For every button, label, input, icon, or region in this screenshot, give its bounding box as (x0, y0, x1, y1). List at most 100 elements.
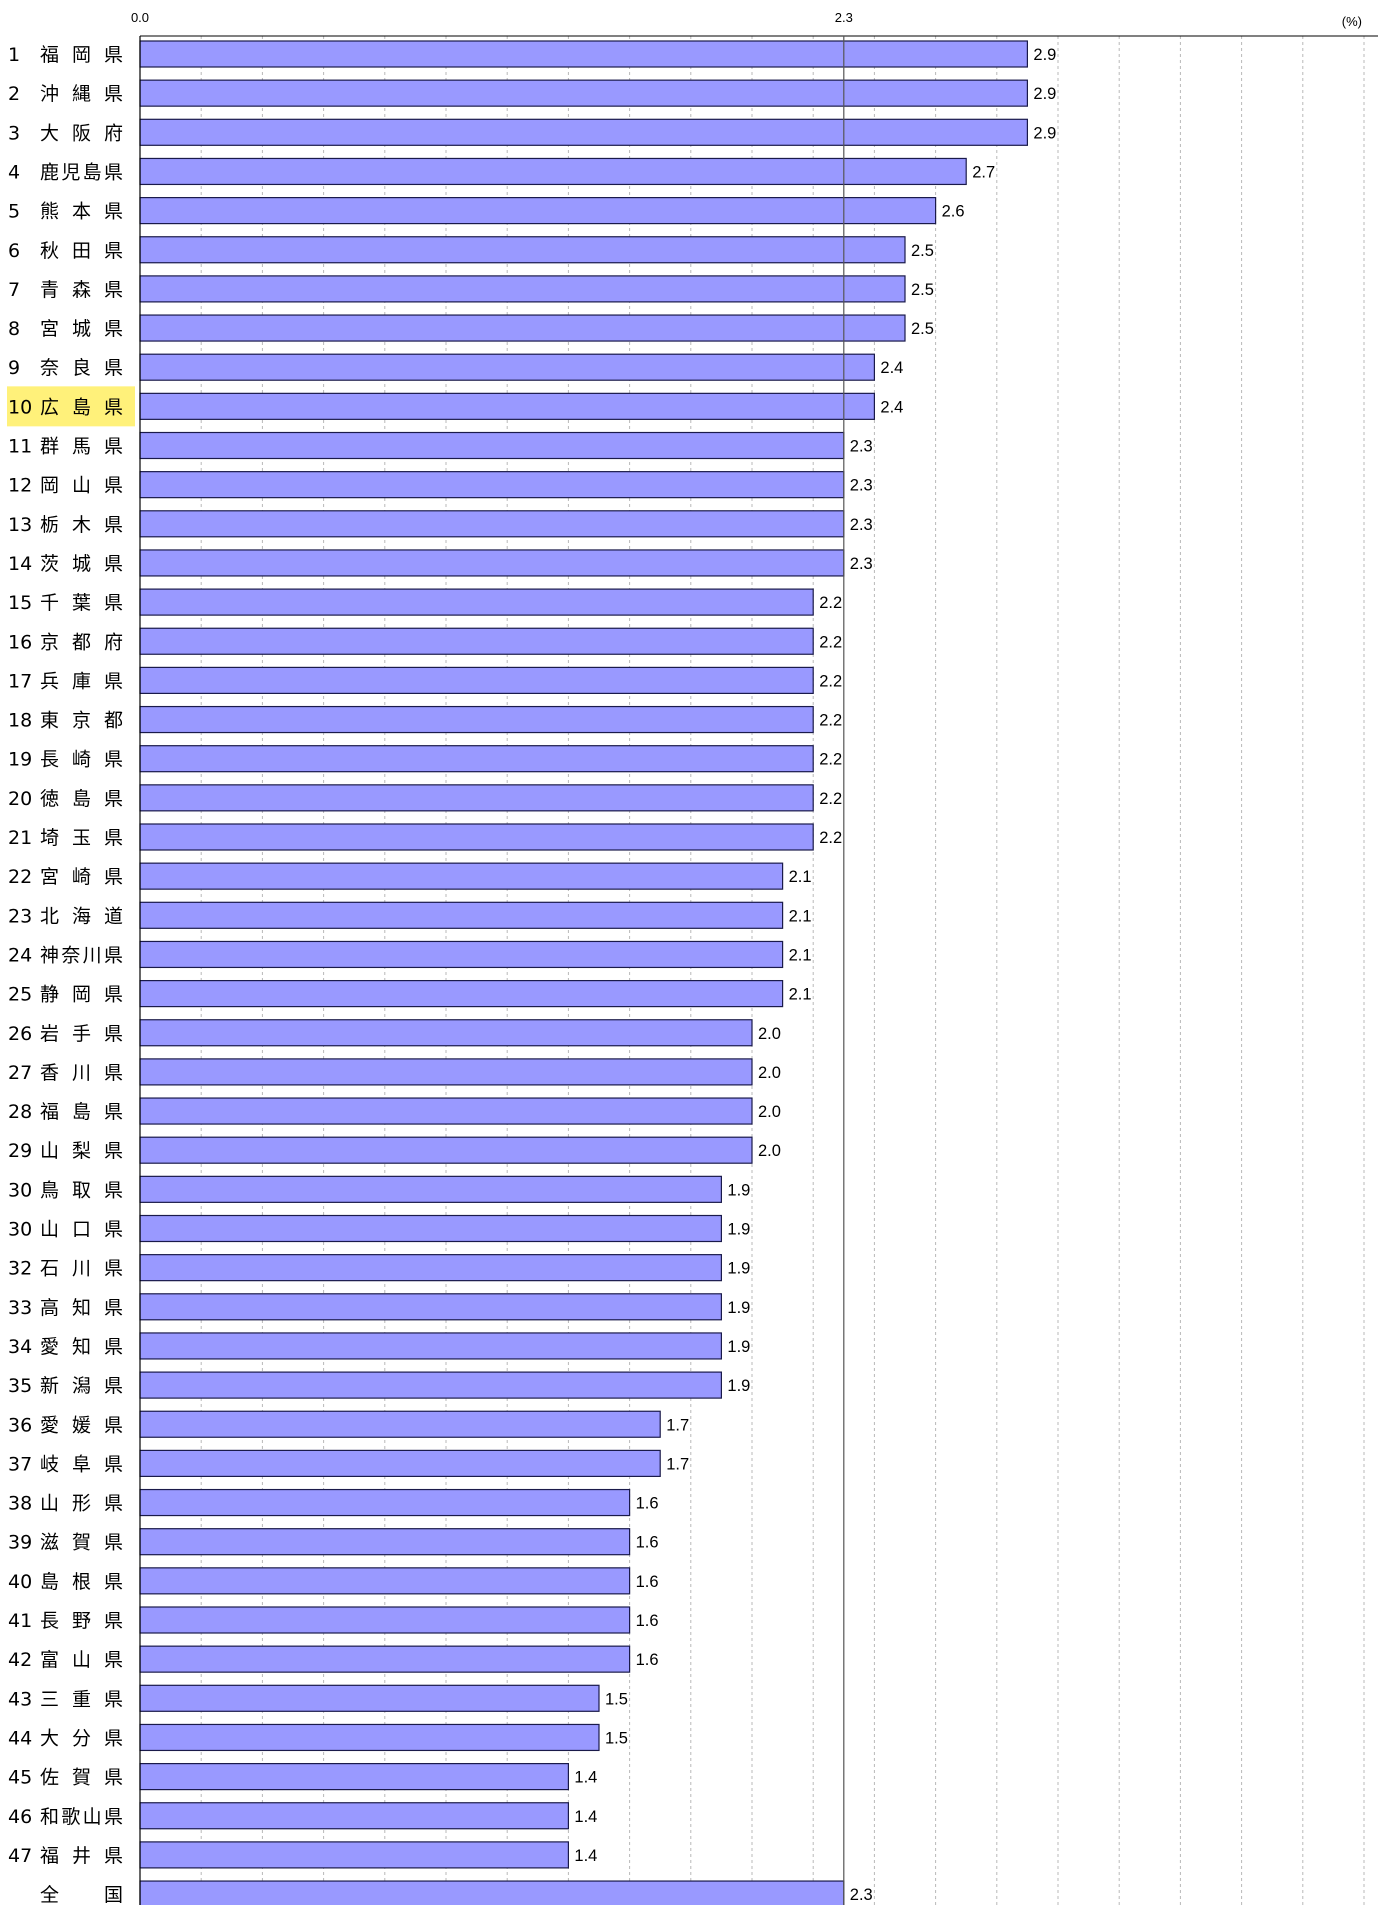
prefecture-label: 富 山 県 (40, 1649, 123, 1671)
axis-tick-labels: 0.0 2.3 (%) (131, 10, 1362, 29)
bar (139, 1528, 631, 1556)
value-label: 2.3 (850, 555, 873, 573)
rank-label: 17 (8, 670, 32, 692)
bar (139, 1762, 569, 1791)
prefecture-label: 島 根 県 (40, 1571, 123, 1593)
value-label: 2.3 (850, 477, 873, 495)
bar (139, 1254, 723, 1282)
bar (139, 1410, 661, 1438)
value-label: 2.1 (789, 946, 812, 964)
value-label: 1.9 (727, 1338, 750, 1356)
bar (139, 157, 967, 186)
prefecture-label: 茨 城 県 (40, 553, 123, 575)
value-label: 2.2 (819, 672, 842, 690)
bar (139, 275, 906, 303)
rank-label: 4 (8, 161, 20, 183)
prefecture-label: 岐 阜 県 (40, 1453, 123, 1475)
rank-label: 30 (8, 1219, 32, 1241)
value-label: 1.9 (727, 1181, 750, 1199)
bar (139, 588, 814, 616)
prefecture-label: 福 井 県 (40, 1845, 123, 1867)
prefecture-label: 沖 縄 県 (40, 83, 123, 105)
bar (139, 901, 784, 929)
value-labels: 2.9 2.9 2.9 2.7 2.6 2.5 2.5 2.5 2.4 2.4 2.3 2.3 2.3 2… (574, 46, 1056, 1904)
prefecture-label: 秋 田 県 (40, 240, 123, 262)
bar (139, 784, 814, 812)
value-label: 1.6 (636, 1495, 659, 1513)
bar (139, 1567, 631, 1595)
prefecture-label: 長 崎 県 (40, 749, 123, 771)
bar (139, 1332, 723, 1360)
bar (139, 471, 845, 499)
rank-label: 6 (8, 240, 20, 262)
rank-label: 1 (8, 44, 20, 66)
rank-label: 22 (8, 866, 32, 888)
prefecture-label: 鳥 取 県 (40, 1179, 123, 1201)
prefecture-label: 北 海 道 (40, 905, 123, 927)
rank-label: 39 (8, 1532, 32, 1554)
rank-label: 37 (8, 1453, 32, 1475)
bar (139, 1019, 753, 1047)
value-label: 2.2 (819, 594, 842, 612)
prefecture-label: 東 京 都 (40, 710, 123, 732)
prefecture-label: 千 葉 県 (40, 592, 123, 614)
prefecture-label: 新 潟 県 (40, 1375, 123, 1397)
bar (139, 1293, 723, 1321)
prefecture-label: 岩 手 県 (40, 1023, 123, 1045)
bar (139, 1136, 753, 1164)
value-label: 2.2 (819, 751, 842, 769)
prefecture-label: 宮 崎 県 (40, 866, 123, 888)
rank-label: 7 (8, 279, 20, 301)
rank-label: 16 (8, 631, 32, 653)
rank-label: 14 (8, 553, 32, 575)
bar (139, 705, 814, 734)
bar (139, 823, 814, 851)
prefecture-label: 石 川 県 (40, 1258, 123, 1280)
rank-label: 26 (8, 1023, 32, 1045)
value-label: 1.6 (636, 1534, 659, 1552)
prefecture-label: 福 岡 県 (40, 44, 123, 66)
category-labels: 1 福 岡 県 2 沖 縄 県 3 大 阪 府 4 鹿児島県 5 熊 本 県 6 秋 田 県 7 青 森 … (7, 44, 135, 1905)
rank-label: 10 (8, 396, 32, 418)
rank-label: 29 (8, 1140, 32, 1162)
highlight-box (7, 386, 135, 427)
rank-label: 40 (8, 1571, 32, 1593)
prefecture-label: 佐 賀 県 (40, 1767, 123, 1789)
prefecture-label: 埼 玉 県 (40, 827, 123, 849)
prefecture-label: 山 梨 県 (40, 1140, 123, 1162)
prefecture-label: 鹿児島県 (40, 161, 123, 183)
bar (139, 1175, 723, 1203)
rank-label: 25 (8, 984, 32, 1006)
rank-label: 8 (8, 318, 20, 340)
tick-label: 2.3 (835, 10, 853, 25)
prefecture-label: 群 馬 県 (40, 436, 123, 458)
prefecture-label: 愛 媛 県 (40, 1414, 123, 1436)
rank-label: 32 (8, 1258, 32, 1280)
rank-label: 24 (8, 944, 32, 966)
prefecture-label: 宮 城 県 (40, 318, 123, 340)
value-label: 2.1 (789, 986, 812, 1004)
prefecture-label: 青 森 県 (40, 279, 123, 301)
value-label: 1.9 (727, 1299, 750, 1317)
bar (139, 862, 784, 890)
bar (139, 1058, 753, 1086)
prefecture-label: 大 分 県 (40, 1727, 123, 1749)
value-label: 2.3 (850, 438, 873, 456)
value-label: 2.2 (819, 633, 842, 651)
value-label: 1.7 (666, 1455, 689, 1473)
value-label: 2.2 (819, 790, 842, 808)
rank-label: 19 (8, 749, 32, 771)
unit-label: (%) (1342, 14, 1362, 29)
bar (139, 940, 784, 969)
grid-lines (140, 35, 1378, 1905)
prefecture-label: 山 口 県 (40, 1219, 123, 1241)
rank-label: 13 (8, 514, 32, 536)
prefecture-label: 岡 山 県 (40, 475, 123, 497)
rank-label: 27 (8, 1062, 32, 1084)
value-label: 1.7 (666, 1416, 689, 1434)
tick-label: 0.0 (131, 10, 149, 25)
prefecture-label: 静 岡 県 (40, 984, 123, 1006)
bar (139, 314, 906, 342)
value-label: 1.6 (636, 1612, 659, 1630)
